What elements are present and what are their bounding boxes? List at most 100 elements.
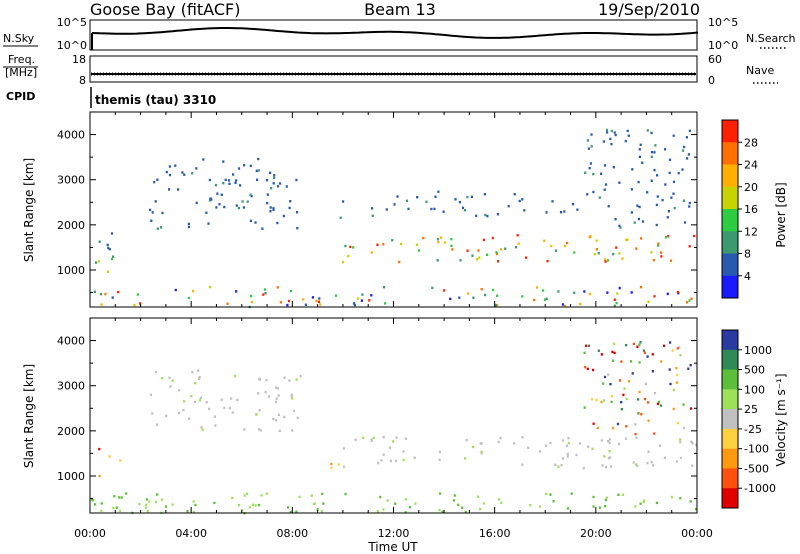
- echo-cell: [586, 139, 589, 142]
- echo-cell: [402, 450, 405, 453]
- echo-cell: [344, 244, 347, 248]
- echo-cell: [168, 173, 172, 177]
- echo-cell: [689, 364, 692, 367]
- echo-cell: [484, 213, 487, 217]
- echo-cell: [638, 148, 641, 151]
- echo-cell: [464, 510, 467, 514]
- echo-cell: [107, 270, 110, 273]
- echo-cell: [513, 442, 516, 445]
- echo-cell: [486, 253, 489, 256]
- colorbar-label: 1000: [744, 344, 772, 357]
- noise-right-tick-top: 10^5: [708, 16, 738, 29]
- echo-cell: [683, 221, 687, 224]
- echo-cell: [621, 257, 624, 260]
- echo-cell: [612, 166, 615, 169]
- echo-cell: [483, 193, 486, 196]
- echo-cell: [422, 236, 425, 240]
- echo-cell: [182, 408, 185, 412]
- echo-cell: [603, 164, 607, 167]
- echo-cell: [251, 503, 254, 506]
- echo-cell: [573, 251, 576, 254]
- echo-cell: [612, 359, 615, 362]
- freq-left-label: Freq.: [8, 53, 35, 66]
- echo-cell: [499, 436, 502, 440]
- echo-cell: [660, 255, 663, 258]
- echo-cell: [383, 286, 386, 289]
- echo-cell: [687, 367, 690, 370]
- echo-cell: [658, 444, 661, 447]
- echo-cell: [619, 226, 622, 229]
- echo-cell: [349, 245, 352, 249]
- echo-cell: [391, 239, 394, 242]
- power-x-ticks: [89, 112, 698, 307]
- echo-cell: [651, 370, 654, 373]
- echo-cell: [603, 188, 606, 191]
- echo-cell: [209, 197, 212, 200]
- echo-cell: [682, 426, 686, 430]
- colorbar-segment: [722, 209, 738, 232]
- echo-cell: [242, 206, 245, 209]
- echo-cell: [342, 447, 345, 450]
- echo-cell: [441, 510, 444, 513]
- echo-cell: [602, 140, 605, 143]
- echo-cell: [104, 292, 107, 296]
- echo-cell: [159, 226, 163, 229]
- echo-cell: [243, 428, 246, 431]
- echo-cell: [414, 502, 417, 505]
- echo-cell: [283, 376, 286, 379]
- echo-cell: [248, 506, 251, 509]
- echo-cell: [583, 351, 586, 354]
- echo-cell: [563, 210, 566, 213]
- echo-cell: [545, 492, 548, 496]
- echo-cell: [186, 510, 189, 513]
- echo-cell: [595, 398, 598, 402]
- echo-cell: [368, 299, 371, 302]
- echo-cell: [228, 182, 231, 185]
- echo-cell: [260, 494, 263, 497]
- echo-cell: [676, 373, 679, 377]
- echo-cell: [425, 200, 428, 203]
- echo-cell: [609, 383, 612, 386]
- y-tick-label: 1000: [57, 264, 85, 277]
- noise-left-label: N.Sky: [3, 32, 35, 45]
- colorbar-label: 25: [744, 403, 758, 416]
- echo-cell: [643, 397, 647, 401]
- echo-cell: [639, 285, 643, 289]
- echo-cell: [291, 397, 294, 400]
- echo-cell: [198, 399, 202, 402]
- echo-cell: [353, 303, 356, 307]
- echo-cell: [255, 413, 258, 416]
- echo-cell: [610, 400, 613, 404]
- echo-cell: [382, 243, 385, 246]
- echo-cell: [595, 239, 598, 242]
- echo-cell: [208, 407, 211, 411]
- echo-cell: [494, 304, 498, 307]
- echo-cell: [590, 398, 593, 401]
- echo-cell: [638, 155, 641, 158]
- echo-cell: [289, 510, 292, 514]
- echo-cell: [164, 505, 168, 508]
- echo-cell: [637, 411, 640, 415]
- echo-cell: [274, 400, 277, 404]
- colorbar-label: -500: [744, 462, 769, 475]
- echo-cell: [640, 413, 643, 416]
- echo-cell: [417, 249, 420, 252]
- echo-cell: [188, 417, 191, 420]
- echo-cell: [689, 500, 692, 503]
- echo-cell: [606, 259, 610, 262]
- echo-cell: [500, 248, 503, 251]
- echo-cell: [278, 429, 281, 433]
- echo-cell: [289, 289, 292, 293]
- echo-cell: [675, 460, 678, 463]
- echo-cell: [550, 244, 553, 248]
- echo-cell: [543, 298, 547, 301]
- echo-cell: [465, 438, 468, 442]
- echo-cell: [298, 495, 301, 499]
- x-tick-label: 16:00: [479, 527, 511, 540]
- echo-cell: [264, 292, 267, 295]
- echo-cell: [237, 206, 240, 210]
- echo-cell: [265, 492, 268, 495]
- echo-cell: [386, 499, 389, 502]
- echo-cell: [254, 221, 257, 224]
- y-tick-label: 2000: [57, 425, 85, 438]
